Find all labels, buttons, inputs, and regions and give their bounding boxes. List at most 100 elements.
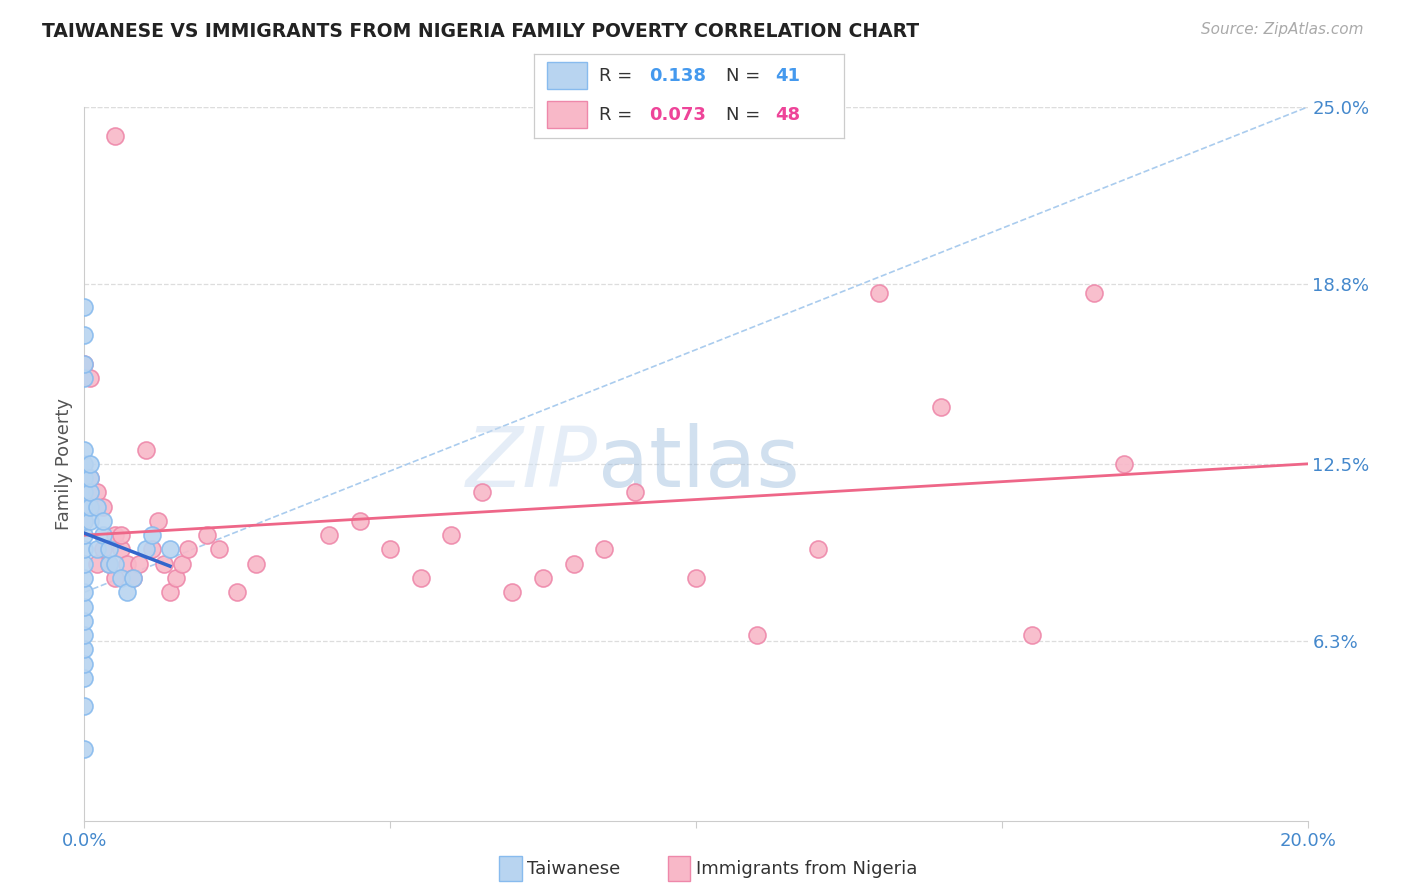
Point [73,371,96,385]
Text: Immigrants from Nigeria: Immigrants from Nigeria [696,860,917,878]
Point [245,557,267,571]
Point [208,542,231,557]
Point [73,514,96,528]
Point [440,528,463,542]
Text: N =: N = [725,105,766,123]
FancyBboxPatch shape [547,62,586,89]
Point [79,471,101,485]
Point [91,542,114,557]
Point [409,571,432,585]
Point [73,357,96,371]
FancyBboxPatch shape [547,101,586,128]
Point [122,571,145,585]
Point [73,585,96,599]
Point [807,542,830,557]
Point [91,514,114,528]
Point [73,742,96,756]
Point [141,528,163,542]
Point [135,542,157,557]
Point [380,542,402,557]
Point [593,542,616,557]
Point [79,457,101,471]
Point [73,485,96,500]
Text: ZIP: ZIP [467,424,598,504]
Point [141,542,163,557]
Text: 0.073: 0.073 [648,105,706,123]
Point [153,557,176,571]
Point [115,557,138,571]
Point [349,514,371,528]
Point [226,585,249,599]
Point [73,328,96,343]
Point [104,528,127,542]
Point [531,571,554,585]
Point [73,628,96,642]
Point [135,442,157,457]
Point [115,585,138,599]
Point [177,542,200,557]
Point [73,571,96,585]
Point [97,557,120,571]
Point [73,671,96,685]
Point [73,357,96,371]
Point [73,514,96,528]
Text: Source: ZipAtlas.com: Source: ZipAtlas.com [1201,22,1364,37]
Point [110,542,132,557]
Text: 0.138: 0.138 [648,67,706,85]
Point [159,585,181,599]
Point [86,557,108,571]
Point [73,500,96,514]
Point [97,557,120,571]
Point [471,485,494,500]
Text: Taiwanese: Taiwanese [527,860,620,878]
Text: R =: R = [599,67,638,85]
Y-axis label: Family Poverty: Family Poverty [55,398,73,530]
Point [73,614,96,628]
Point [73,642,96,657]
Point [128,557,150,571]
Point [86,500,108,514]
Point [122,571,145,585]
Point [91,528,114,542]
Point [79,485,101,500]
Point [929,400,952,414]
Point [73,442,96,457]
Point [91,500,114,514]
Point [79,471,101,485]
Point [502,585,524,599]
Text: 41: 41 [776,67,800,85]
Point [73,471,96,485]
Point [747,628,769,642]
Point [1083,285,1105,300]
Point [73,599,96,614]
Point [73,557,96,571]
Point [79,500,101,514]
Point [73,300,96,314]
Point [869,285,891,300]
Point [195,528,218,542]
Point [318,528,340,542]
Point [685,571,707,585]
Point [172,557,194,571]
Point [165,571,187,585]
Point [73,528,96,542]
Point [86,485,108,500]
Text: TAIWANESE VS IMMIGRANTS FROM NIGERIA FAMILY POVERTY CORRELATION CHART: TAIWANESE VS IMMIGRANTS FROM NIGERIA FAM… [42,22,920,41]
Text: atlas: atlas [598,424,800,504]
Point [104,128,127,143]
Point [86,542,108,557]
Point [159,542,181,557]
Point [104,571,127,585]
Text: R =: R = [599,105,638,123]
Point [73,542,96,557]
Text: N =: N = [725,67,766,85]
Point [110,528,132,542]
Point [1114,457,1136,471]
Point [104,557,127,571]
Point [110,571,132,585]
Point [1021,628,1043,642]
Point [97,542,120,557]
Point [146,514,169,528]
Point [624,485,647,500]
Point [73,657,96,671]
